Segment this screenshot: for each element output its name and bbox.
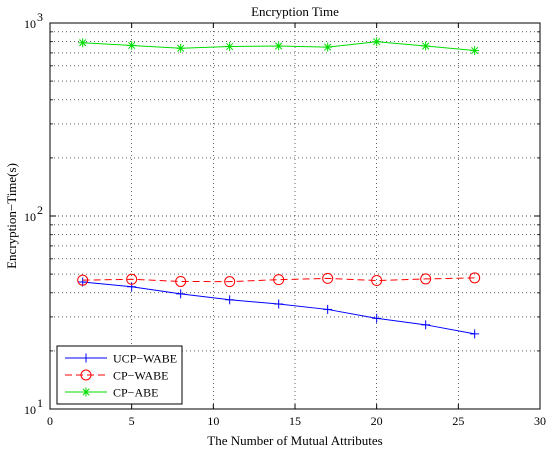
data-point (224, 276, 236, 288)
data-point (77, 274, 89, 286)
data-point (323, 42, 333, 52)
data-point (421, 41, 431, 51)
legend-label: UCP−WABE (113, 352, 177, 366)
data-point (274, 41, 284, 51)
data-point (127, 282, 137, 292)
data-point (470, 329, 480, 339)
legend-label: CP−WABE (113, 369, 168, 383)
data-point (469, 272, 481, 284)
data-point (421, 320, 431, 330)
x-tick-label: 5 (129, 414, 135, 428)
data-point (127, 40, 137, 50)
data-point (175, 275, 187, 287)
legend: UCP−WABE CP−WABE CP−ABE (56, 345, 183, 405)
x-tick-label: 0 (47, 414, 53, 428)
y-tick-exponent: 2 (37, 203, 43, 217)
data-point (225, 295, 235, 305)
x-tick-label: 20 (371, 414, 383, 428)
data-point (420, 273, 432, 285)
x-tick-label: 25 (452, 414, 464, 428)
data-point (78, 38, 88, 48)
legend-marker (81, 387, 91, 397)
legend-marker (80, 369, 92, 381)
data-point (274, 299, 284, 309)
data-point (372, 37, 382, 47)
y-tick-label: 10 (24, 403, 36, 417)
data-point (176, 43, 186, 53)
x-tick-label: 30 (534, 414, 546, 428)
data-point (323, 304, 333, 314)
y-tick-exponent: 1 (37, 396, 43, 410)
y-tick-label: 10 (24, 17, 36, 31)
legend-marker (81, 353, 91, 363)
data-point (322, 272, 334, 284)
data-point (176, 289, 186, 299)
grid (50, 23, 540, 409)
x-tick-label: 15 (289, 414, 301, 428)
data-point (225, 42, 235, 52)
legend-label: CP−ABE (113, 386, 158, 400)
y-tick-exponent: 3 (37, 10, 43, 24)
data-point (371, 275, 383, 287)
x-axis-label: The Number of Mutual Attributes (207, 433, 382, 448)
data-point (372, 313, 382, 323)
series-layer (77, 37, 481, 339)
data-point (470, 46, 480, 56)
y-tick-label: 10 (24, 210, 36, 224)
data-point (126, 273, 138, 285)
x-tick-label: 10 (207, 414, 219, 428)
data-point (273, 274, 285, 286)
y-axis-label: Encryption−Time(s) (4, 163, 19, 269)
chart-title: Encryption Time (251, 4, 339, 19)
